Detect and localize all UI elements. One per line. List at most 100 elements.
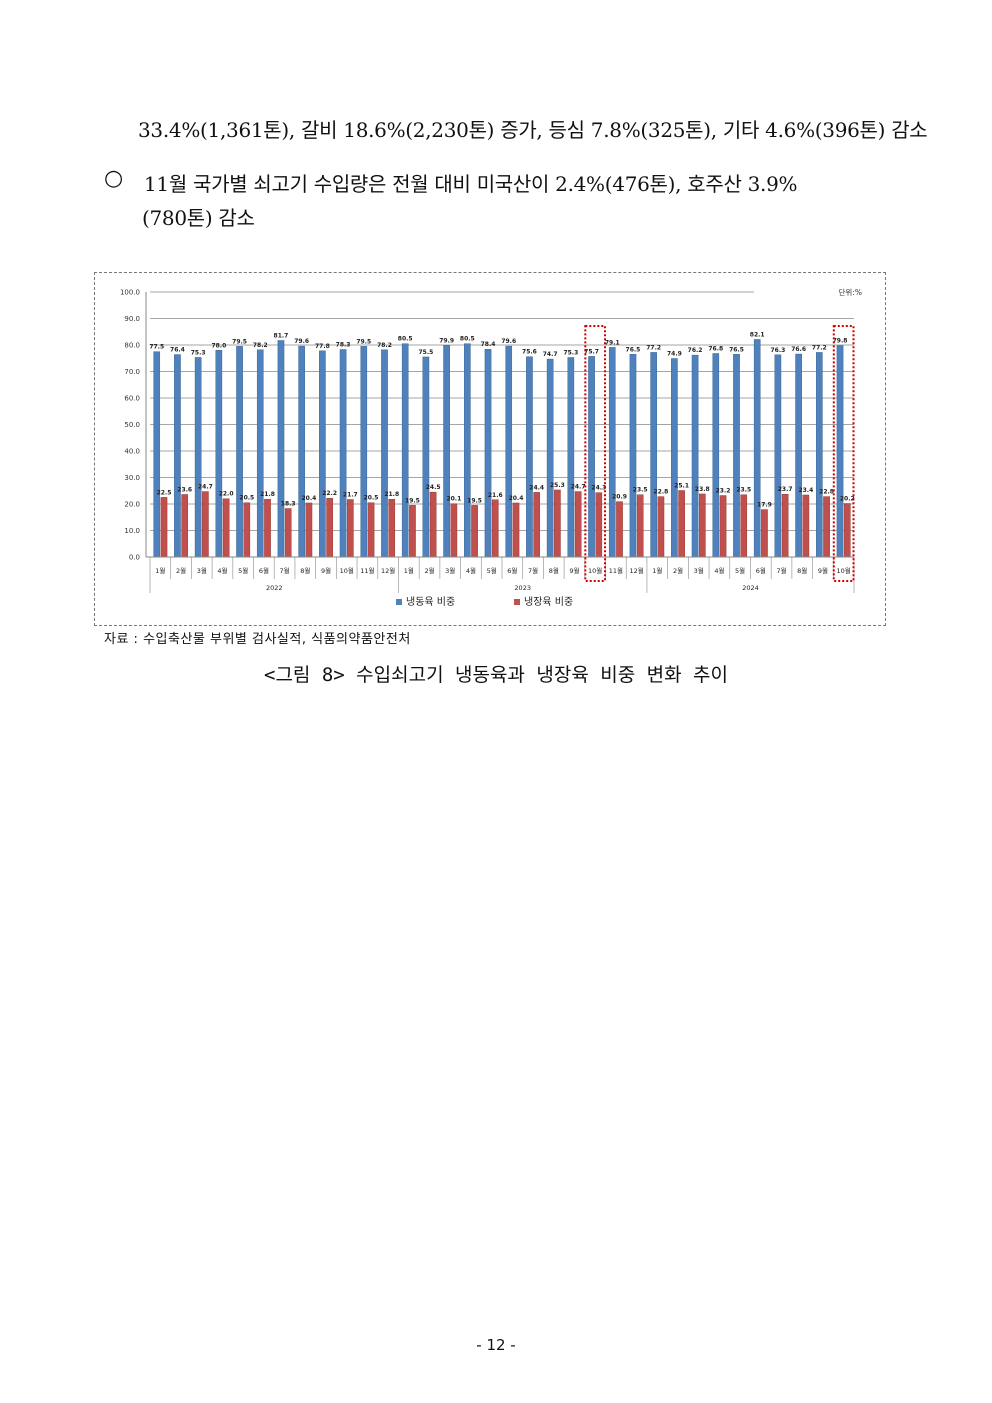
x-category-label: 4월 — [714, 566, 724, 575]
frozen-value-label: 78.3 — [336, 342, 351, 349]
x-category-label: 11월 — [360, 566, 374, 575]
frozen-value-label: 76.2 — [688, 347, 703, 354]
frozen-bar — [753, 339, 761, 558]
frozen-bar — [691, 354, 699, 558]
page-number: - 12 - — [476, 1336, 516, 1354]
x-category-label: 10월 — [588, 566, 602, 575]
chilled-value-label: 20.9 — [612, 494, 627, 501]
frozen-value-label: 78.4 — [481, 341, 496, 348]
chilled-value-label: 20.5 — [364, 495, 379, 502]
x-category-label: 2월 — [176, 566, 186, 575]
chilled-value-label: 19.5 — [405, 497, 420, 504]
frozen-bar — [319, 350, 326, 558]
frozen-value-label: 76.3 — [770, 347, 785, 354]
chilled-bar — [243, 502, 251, 558]
x-category-label: 7월 — [280, 566, 290, 575]
chilled-bar — [222, 498, 230, 558]
chilled-value-label: 23.5 — [633, 487, 648, 494]
frozen-bar — [671, 358, 678, 558]
x-category-label: 4월 — [466, 566, 476, 575]
chilled-bar — [554, 489, 561, 558]
x-category-label: 2월 — [424, 566, 434, 575]
frozen-value-label: 81.7 — [274, 332, 289, 339]
chilled-bar — [491, 499, 499, 558]
chilled-bar — [616, 501, 623, 558]
chilled-value-label: 23.7 — [778, 486, 793, 493]
chilled-value-label: 20.4 — [509, 495, 524, 502]
bullet-circle-icon: ○ — [104, 166, 123, 191]
frozen-bar — [401, 343, 409, 558]
frozen-value-label: 77.8 — [315, 343, 330, 350]
frozen-bar — [650, 352, 657, 558]
frozen-bar — [733, 354, 740, 558]
y-tick-label: 50.0 — [124, 421, 140, 429]
x-category-label: 3월 — [445, 566, 455, 575]
x-category-label: 6월 — [259, 566, 269, 575]
frozen-bar — [567, 357, 575, 558]
y-tick-label: 40.0 — [124, 448, 140, 456]
chilled-bar — [595, 492, 603, 558]
frozen-value-label: 76.6 — [791, 346, 806, 353]
x-category-label: 3월 — [694, 566, 704, 575]
frozen-value-label: 78.2 — [253, 342, 268, 349]
x-category-label: 9월 — [818, 566, 828, 575]
x-category-label: 9월 — [569, 566, 579, 575]
frozen-bar — [712, 353, 720, 558]
x-category-label: 7월 — [776, 566, 786, 575]
frozen-value-label: 74.9 — [667, 351, 682, 358]
x-category-label: 2월 — [673, 566, 683, 575]
frozen-value-label: 77.2 — [812, 344, 827, 351]
chilled-bar — [657, 496, 665, 558]
x-category-label: 1월 — [404, 566, 414, 575]
chilled-bar — [740, 494, 748, 558]
frozen-value-label: 76.5 — [729, 346, 744, 353]
chilled-bar — [823, 496, 830, 558]
chilled-bar — [636, 494, 644, 558]
frozen-value-label: 76.4 — [170, 347, 185, 354]
frozen-bar — [277, 340, 285, 558]
chilled-value-label: 23.5 — [736, 487, 751, 494]
chilled-value-label: 24.7 — [198, 484, 213, 491]
year-label: 2022 — [266, 584, 283, 592]
year-label: 2023 — [514, 584, 531, 592]
x-category-label: 1월 — [652, 566, 662, 575]
chilled-bar — [388, 499, 396, 558]
legend-label-chilled: 냉장육 비중 — [524, 596, 573, 608]
frozen-value-label: 79.9 — [439, 337, 454, 344]
bullet-text-line-2: (780톤) 감소 — [142, 206, 255, 230]
chilled-bar — [471, 505, 478, 558]
frozen-value-label: 78.2 — [377, 342, 392, 349]
frozen-bar — [236, 346, 243, 558]
chilled-bar — [761, 509, 768, 558]
chilled-bar — [367, 502, 375, 558]
highlight-box — [832, 325, 855, 582]
frozen-bar — [816, 352, 823, 558]
frozen-bar — [484, 349, 492, 558]
frozen-bar — [795, 353, 802, 558]
x-category-label: 12월 — [629, 566, 643, 575]
y-tick-label: 30.0 — [124, 474, 140, 482]
chilled-value-label: 20.5 — [239, 495, 254, 502]
chilled-value-label: 23.8 — [695, 486, 710, 493]
frozen-bar — [443, 345, 450, 558]
frozen-value-label: 79.5 — [356, 338, 371, 345]
frozen-bar — [546, 358, 554, 558]
frozen-bar — [256, 349, 264, 558]
chilled-value-label: 20.4 — [302, 495, 317, 502]
frozen-value-label: 79.1 — [605, 339, 620, 346]
chilled-value-label: 22.5 — [157, 489, 172, 496]
frozen-value-label: 75.3 — [191, 349, 206, 356]
x-category-label: 3월 — [197, 566, 207, 575]
frozen-bar — [464, 343, 471, 558]
chilled-bar — [429, 491, 437, 558]
chilled-bar — [305, 502, 313, 558]
y-tick-label: 80.0 — [124, 342, 140, 350]
y-tick-label: 20.0 — [124, 501, 140, 509]
frozen-bar — [505, 345, 513, 558]
chilled-bar — [347, 499, 354, 558]
frozen-value-label: 75.5 — [418, 349, 433, 356]
chilled-value-label: 20.1 — [446, 496, 461, 503]
x-category-label: 11월 — [609, 566, 623, 575]
chilled-value-label: 22.0 — [219, 491, 234, 498]
frozen-value-label: 79.5 — [232, 338, 247, 345]
